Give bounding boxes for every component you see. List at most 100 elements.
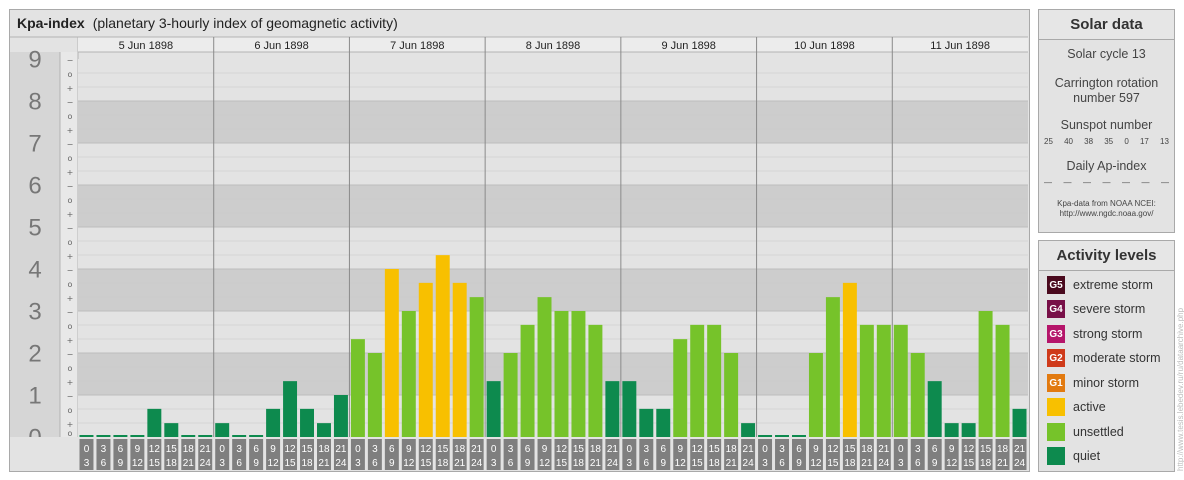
interval-start-label: 15 xyxy=(573,444,585,455)
interval-end-label: 3 xyxy=(898,458,904,469)
interval-cell xyxy=(825,439,840,470)
interval-cell xyxy=(537,439,552,470)
kp-bar xyxy=(300,408,314,437)
kp-bar xyxy=(792,435,806,437)
solar-data-panel: Solar data Solar cycle 13 Carrington rot… xyxy=(1038,9,1175,233)
interval-end-label: 15 xyxy=(420,458,432,469)
interval-end-label: 24 xyxy=(607,458,619,469)
interval-end-label: 3 xyxy=(762,458,768,469)
interval-cell xyxy=(181,439,196,470)
interval-start-label: 0 xyxy=(762,444,768,455)
interval-end-label: 24 xyxy=(1014,458,1026,469)
interval-start-label: 15 xyxy=(709,444,721,455)
interval-cell xyxy=(401,439,416,470)
kp-bar xyxy=(520,324,535,437)
kp-bar xyxy=(130,435,145,437)
ap-value: — xyxy=(1083,178,1091,187)
kp-bar xyxy=(367,353,382,437)
kp-bar xyxy=(537,297,552,437)
interval-start-label: 21 xyxy=(335,444,347,455)
legend-swatch: G3 xyxy=(1047,325,1065,343)
interval-end-label: 12 xyxy=(946,458,958,469)
kp-bar xyxy=(452,282,467,437)
interval-cell xyxy=(418,439,433,470)
kp-bar xyxy=(775,435,789,437)
kp-bar xyxy=(825,297,840,437)
interval-cell xyxy=(452,439,467,470)
kp-bar xyxy=(266,408,281,437)
interval-end-label: 21 xyxy=(726,458,738,469)
sunspot-value: 17 xyxy=(1139,137,1149,146)
interval-start-label: 18 xyxy=(997,444,1009,455)
interval-cell xyxy=(859,439,874,470)
interval-end-label: 9 xyxy=(660,458,666,469)
interval-start-label: 0 xyxy=(84,444,90,455)
interval-cell xyxy=(1012,439,1027,470)
interval-start-label: 9 xyxy=(813,444,819,455)
kp-bar xyxy=(978,311,993,437)
interval-cell xyxy=(910,439,925,470)
kp-bar xyxy=(96,435,111,437)
interval-end-label: 6 xyxy=(779,458,785,469)
interval-cell xyxy=(944,439,959,470)
interval-cell xyxy=(673,439,688,470)
interval-start-label: 15 xyxy=(166,444,178,455)
interval-cell xyxy=(79,439,94,470)
interval-end-label: 3 xyxy=(84,458,90,469)
sub-tick-label: o xyxy=(68,429,73,438)
sub-tick-label: − xyxy=(67,308,74,317)
sub-tick-label: − xyxy=(67,224,74,233)
legend-label: minor storm xyxy=(1073,376,1139,390)
interval-start-label: 6 xyxy=(118,444,124,455)
ap-value: — xyxy=(1063,178,1072,187)
kp-bar xyxy=(198,435,213,437)
interval-cell xyxy=(249,439,264,470)
interval-end-label: 12 xyxy=(403,458,415,469)
interval-cell xyxy=(367,439,382,470)
kp-bar xyxy=(350,339,365,437)
interval-start-label: 0 xyxy=(627,444,633,455)
kp-bar xyxy=(435,255,450,437)
kp-bar xyxy=(317,423,331,437)
interval-end-label: 21 xyxy=(454,458,466,469)
legend-label: unsettled xyxy=(1073,425,1124,439)
interval-cell xyxy=(588,439,603,470)
sub-tick-label: o xyxy=(68,154,73,163)
interval-start-label: 15 xyxy=(844,444,856,455)
interval-start-label: 3 xyxy=(101,444,107,455)
interval-cell xyxy=(503,439,518,470)
interval-start-label: 12 xyxy=(556,444,568,455)
kp-bar xyxy=(622,381,637,437)
kp-bar xyxy=(893,324,908,437)
legend-item-active: active xyxy=(1047,397,1106,417)
interval-cell xyxy=(147,439,162,470)
legend-item-unsettled: unsettled xyxy=(1047,422,1124,442)
kp-bar xyxy=(690,324,705,437)
ap-index-values: — — — — — — — xyxy=(1039,178,1174,187)
kp-bar xyxy=(469,297,484,437)
interval-end-label: 21 xyxy=(997,458,1009,469)
interval-end-label: 21 xyxy=(861,458,873,469)
interval-end-label: 9 xyxy=(389,458,395,469)
interval-end-label: 24 xyxy=(335,458,347,469)
chart-title-main: Kpa-index xyxy=(17,15,85,31)
ap-value: — xyxy=(1122,178,1130,187)
sub-tick-label: − xyxy=(67,350,74,359)
interval-start-label: 21 xyxy=(607,444,619,455)
interval-cell xyxy=(893,439,908,470)
interval-end-label: 24 xyxy=(471,458,483,469)
interval-start-label: 6 xyxy=(932,444,938,455)
interval-cell xyxy=(690,439,705,470)
interval-end-label: 3 xyxy=(219,458,225,469)
sunspot-value: 35 xyxy=(1104,137,1114,146)
y-tick-label: 7 xyxy=(28,130,41,157)
sub-tick-label: − xyxy=(67,140,74,149)
interval-end-label: 15 xyxy=(556,458,568,469)
day-label: 8 Jun 1898 xyxy=(526,40,580,52)
legend-label: strong storm xyxy=(1073,327,1143,341)
kp-band xyxy=(78,185,1028,227)
interval-end-label: 9 xyxy=(525,458,531,469)
sub-tick-label: o xyxy=(68,322,73,331)
interval-cell xyxy=(435,439,450,470)
